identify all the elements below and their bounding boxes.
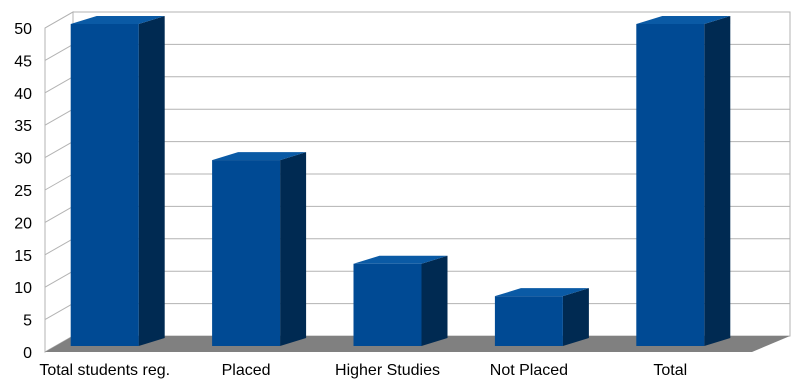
gridline-depth [44, 173, 74, 191]
x-category-label: Total [653, 362, 687, 379]
gridline-depth [44, 238, 74, 256]
gridline-depth [44, 43, 74, 61]
y-tick-label: 5 [23, 313, 32, 330]
bar-top [353, 255, 448, 264]
bar-2 [212, 152, 307, 346]
y-tick-label: 10 [14, 280, 32, 297]
y-tick-label: 15 [14, 248, 32, 265]
gridline-depth [44, 11, 74, 29]
gridline-depth [44, 141, 74, 159]
x-axis-labels: Total students reg. Placed Higher Studies N… [39, 362, 687, 379]
x-category-label: Higher Studies [335, 362, 440, 379]
y-tick-label: 40 [14, 86, 32, 103]
y-tick-label: 25 [14, 183, 32, 200]
bar-top [494, 288, 589, 297]
y-tick-label: 50 [14, 21, 32, 38]
x-category-label: Not Placed [490, 362, 568, 379]
bar-side [562, 288, 589, 346]
bar-front [212, 160, 281, 346]
bar-side [280, 152, 307, 346]
bar-top [636, 16, 731, 24]
gridline-depth [44, 303, 74, 321]
bar-front [636, 24, 705, 346]
bar-1 [70, 16, 165, 346]
bar-front [353, 263, 422, 346]
bar-side [138, 16, 165, 346]
y-tick-label: 0 [23, 345, 32, 362]
bars [70, 16, 731, 346]
bar-top [212, 152, 307, 161]
bar-front [70, 24, 139, 346]
gridline-depth [44, 205, 74, 223]
y-tick-label: 20 [14, 215, 32, 232]
bar-side [421, 255, 448, 346]
bar-4 [494, 288, 589, 346]
bar-front [494, 296, 563, 346]
y-tick-label: 45 [14, 53, 32, 70]
bar-5 [636, 16, 731, 346]
x-category-label: Placed [222, 362, 271, 379]
y-tick-label: 35 [14, 118, 32, 135]
x-category-label: Total students reg. [39, 362, 170, 379]
y-axis-ticks: 0 5 10 15 20 25 30 35 40 45 50 [14, 21, 32, 362]
bar-side [704, 16, 731, 346]
bar-3 [353, 255, 448, 346]
bar-top [70, 16, 165, 24]
gridline-depth [44, 108, 74, 126]
gridline-depth [44, 76, 74, 94]
gridline-depth [44, 270, 74, 288]
y-tick-label: 30 [14, 151, 32, 168]
